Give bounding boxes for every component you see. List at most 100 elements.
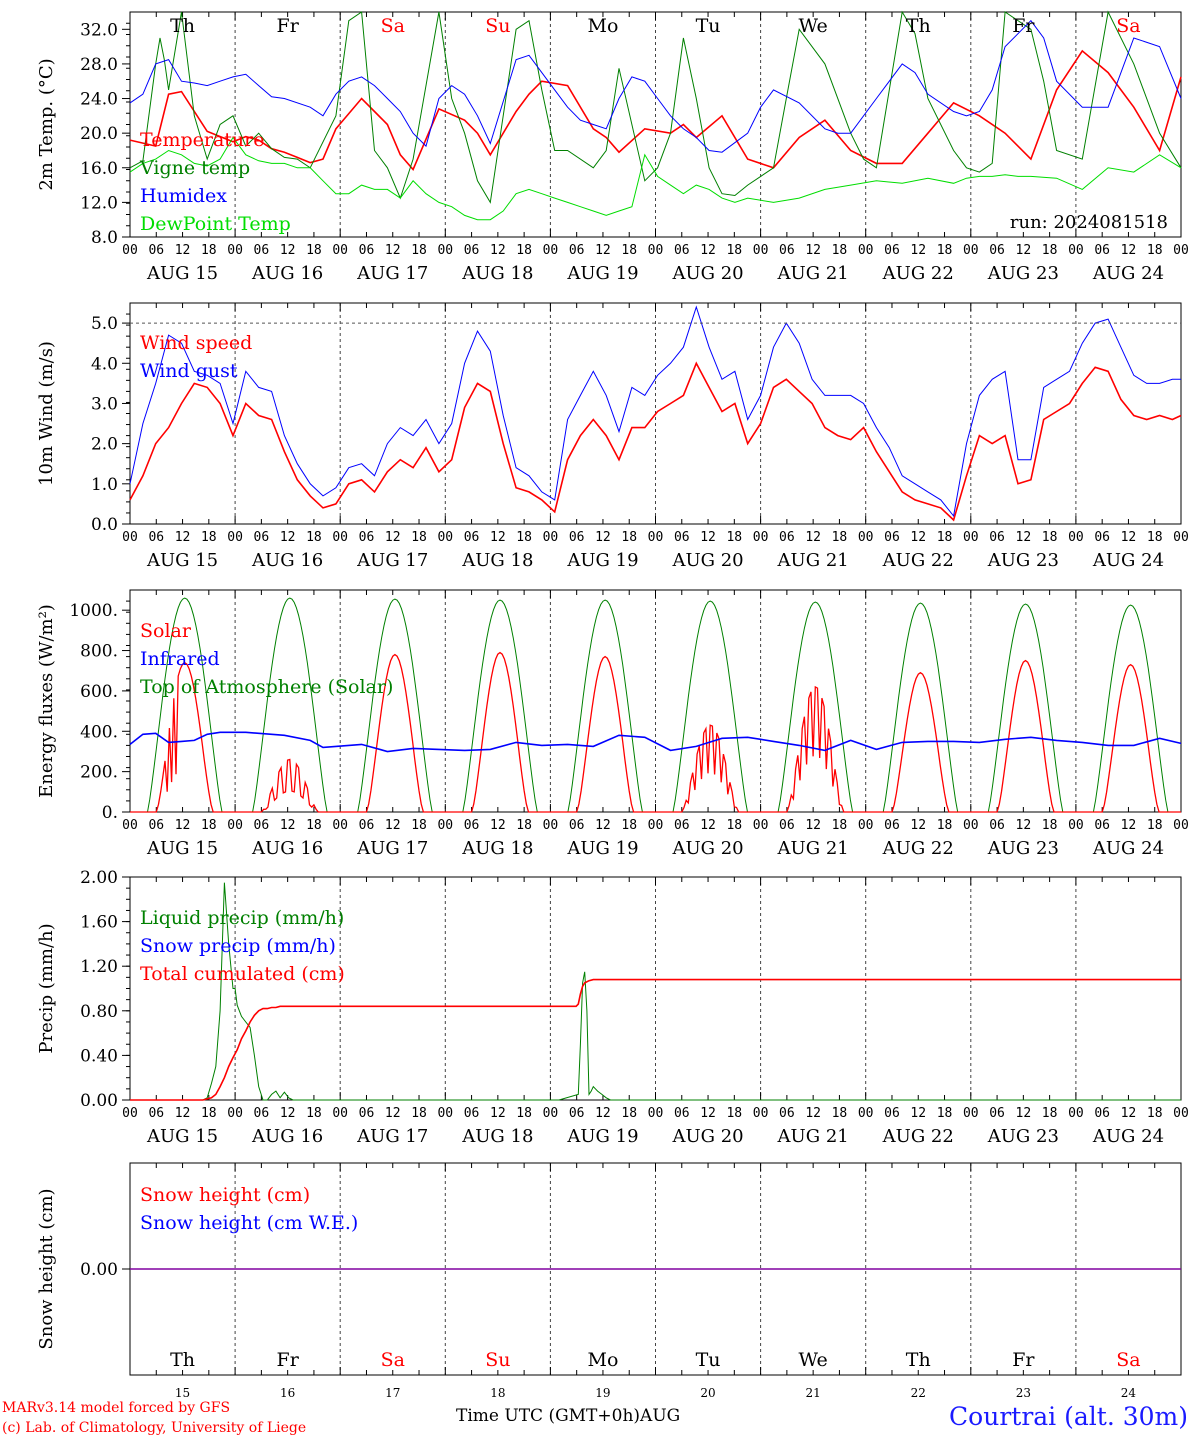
y-tick-label: 200. <box>80 763 118 783</box>
legend-entry: Total cumulated (cm) <box>140 963 345 985</box>
hour-tick-label: 12 <box>490 243 506 258</box>
hour-tick-label: 18 <box>937 1106 953 1121</box>
hour-tick-label: 00 <box>858 1106 874 1121</box>
hour-tick-label: 00 <box>227 818 243 833</box>
day-number-label: 17 <box>385 1386 400 1400</box>
date-label: AUG 18 <box>461 1126 533 1147</box>
hour-tick-label: 12 <box>595 818 611 833</box>
hour-tick-label: 12 <box>490 530 506 545</box>
hour-tick-label: 06 <box>884 1106 900 1121</box>
hour-tick-label: 06 <box>359 243 375 258</box>
date-label: AUG 20 <box>671 838 743 859</box>
hour-tick-label: 12 <box>1016 818 1032 833</box>
hour-tick-label: 18 <box>1147 530 1163 545</box>
hour-tick-label: 06 <box>779 530 795 545</box>
hour-tick-label: 18 <box>937 530 953 545</box>
hour-tick-label: 00 <box>648 818 664 833</box>
hour-tick-label: 18 <box>411 243 427 258</box>
hour-tick-label: 12 <box>700 243 716 258</box>
date-label: AUG 23 <box>987 550 1059 571</box>
day-number-label: 23 <box>1016 1386 1031 1400</box>
date-label: AUG 22 <box>882 1126 954 1147</box>
hour-tick-label: 06 <box>884 818 900 833</box>
hour-tick-label: 18 <box>621 1106 637 1121</box>
day-name-label: Th <box>906 1349 931 1371</box>
hour-tick-label: 18 <box>516 243 532 258</box>
day-name-label: Th <box>906 15 931 37</box>
legend-entry: Liquid precip (mm/h) <box>140 907 344 929</box>
legend-entry: Snow height (cm) <box>140 1184 310 1206</box>
y-tick-label: 600. <box>80 682 118 702</box>
hour-tick-label: 12 <box>700 1106 716 1121</box>
hour-tick-label: 00 <box>963 818 979 833</box>
date-label: AUG 21 <box>777 1126 849 1147</box>
hour-tick-label: 18 <box>516 530 532 545</box>
hour-tick-label: 00 <box>227 1106 243 1121</box>
date-label: AUG 21 <box>777 838 849 859</box>
hour-tick-label: 06 <box>884 530 900 545</box>
day-number-label: 18 <box>490 1386 505 1400</box>
y-tick-label: 12.0 <box>80 193 118 213</box>
panel-3 <box>122 589 1182 813</box>
hour-tick-label: 18 <box>516 818 532 833</box>
hour-tick-label: 18 <box>411 530 427 545</box>
hour-tick-label: 12 <box>910 243 926 258</box>
hour-tick-label: 18 <box>937 243 953 258</box>
hour-tick-label: 18 <box>1147 1106 1163 1121</box>
day-name-label: Tu <box>696 1349 721 1371</box>
hour-tick-label: 12 <box>595 1106 611 1121</box>
hour-tick-label: 00 <box>1068 1106 1084 1121</box>
x-axis-title: Time UTC (GMT+0h) <box>456 1406 641 1426</box>
date-label: AUG 22 <box>882 838 954 859</box>
hour-tick-label: 12 <box>805 530 821 545</box>
hour-tick-label: 00 <box>122 818 138 833</box>
hour-tick-label: 00 <box>753 1106 769 1121</box>
series-humidex <box>129 19 1182 153</box>
hour-tick-label: 12 <box>490 818 506 833</box>
day-name-label: Fr <box>1012 1349 1035 1371</box>
legend-entry: Temperature <box>140 129 264 151</box>
series-liquid-precip-mm-h- <box>130 882 1181 1101</box>
hour-tick-label: 06 <box>464 243 480 258</box>
series-temperature <box>129 49 1182 171</box>
hour-tick-label: 12 <box>490 1106 506 1121</box>
hour-tick-label: 00 <box>332 243 348 258</box>
hour-tick-label: 12 <box>910 1106 926 1121</box>
day-number-label: 15 <box>175 1386 190 1400</box>
date-label: AUG 18 <box>461 263 533 284</box>
legend-entry: Wind speed <box>140 332 252 354</box>
legend-entry: Humidex <box>140 185 227 207</box>
y-tick-label: 0. <box>102 803 118 823</box>
hour-tick-label: 00 <box>1068 530 1084 545</box>
hour-tick-label: 06 <box>1094 243 1110 258</box>
hour-tick-label: 12 <box>805 818 821 833</box>
legend-entry: Top of Atmosphere (Solar) <box>140 676 393 698</box>
date-label: AUG 17 <box>356 550 428 571</box>
day-number-label: 22 <box>911 1386 926 1400</box>
y-tick-label: 24.0 <box>80 90 118 110</box>
date-label: AUG 17 <box>356 1126 428 1147</box>
date-label: AUG 24 <box>1092 550 1164 571</box>
panel-5 <box>122 1162 1182 1376</box>
y-tick-label: 1.20 <box>80 957 118 977</box>
footer-model-line2: (c) Lab. of Climatology, University of L… <box>2 1420 307 1436</box>
hour-tick-label: 06 <box>254 1106 270 1121</box>
y-tick-label: 32.0 <box>80 20 118 40</box>
footer-model-line1: MARv3.14 model forced by GFS <box>2 1400 231 1416</box>
date-label: AUG 24 <box>1092 838 1164 859</box>
hour-tick-label: 18 <box>726 1106 742 1121</box>
hour-tick-label: 12 <box>595 530 611 545</box>
hour-tick-label: 12 <box>385 818 401 833</box>
date-label: AUG 16 <box>251 838 323 859</box>
day-name-label: Th <box>170 1349 195 1371</box>
hour-tick-label: 12 <box>175 1106 191 1121</box>
x-axis-month: AUG <box>640 1406 681 1426</box>
date-label: AUG 21 <box>777 550 849 571</box>
day-name-label: Sa <box>1116 1349 1140 1371</box>
hour-tick-label: 00 <box>1173 1106 1189 1121</box>
legend-entry: Snow height (cm W.E.) <box>140 1212 358 1234</box>
hour-tick-label: 12 <box>805 243 821 258</box>
y-tick-label: 4.0 <box>91 354 118 374</box>
hour-tick-label: 18 <box>411 1106 427 1121</box>
